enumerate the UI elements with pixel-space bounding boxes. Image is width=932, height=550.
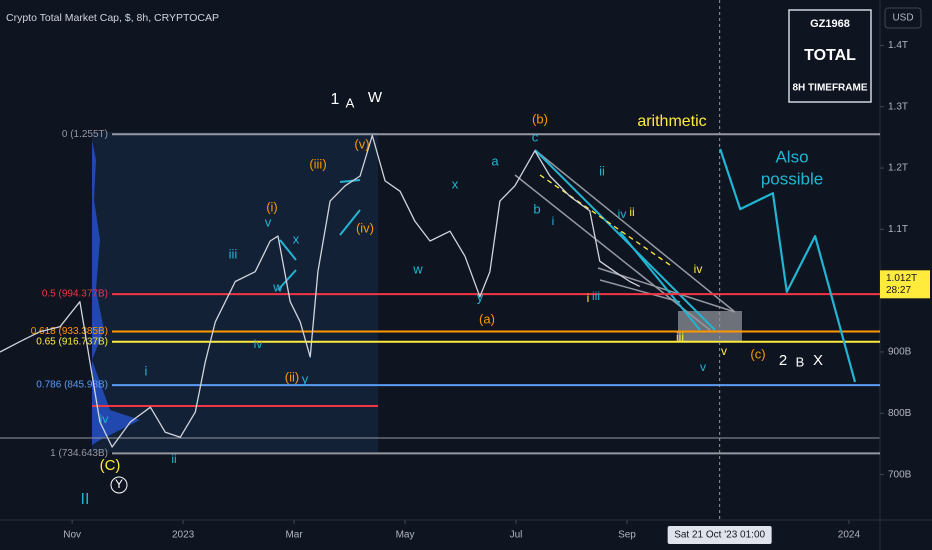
wave-label: (i) bbox=[266, 199, 278, 214]
y-tick-label: 700B bbox=[888, 469, 912, 480]
wave-label: 2 bbox=[779, 352, 787, 369]
wave-label: possible bbox=[761, 169, 823, 188]
wave-label: iv bbox=[694, 262, 703, 276]
wave-label: ii bbox=[599, 163, 605, 178]
x-tick-label: Mar bbox=[285, 530, 303, 541]
volume-profile bbox=[92, 140, 140, 445]
wave-label: (b) bbox=[532, 111, 548, 126]
wave-label: c bbox=[532, 129, 539, 144]
y-tick-label: 1.2T bbox=[888, 163, 908, 174]
wave-label: (ii) bbox=[285, 369, 299, 384]
fib-label: 1 (734.643B) bbox=[50, 448, 108, 459]
wave-label: iv bbox=[254, 337, 263, 351]
currency: USD bbox=[892, 13, 913, 24]
info-text: GZ1968 bbox=[810, 18, 850, 30]
wave-label: v bbox=[700, 360, 706, 374]
wave-label: i bbox=[145, 363, 148, 378]
x-tick-label: Sep bbox=[618, 530, 636, 541]
x-tick-label: 2024 bbox=[838, 530, 861, 541]
cursor-box bbox=[667, 526, 772, 544]
wave-label: (iv) bbox=[356, 220, 374, 235]
y-tick-label: 900B bbox=[888, 347, 912, 358]
wave-label: ii bbox=[629, 205, 634, 219]
wave-label: 1 bbox=[331, 91, 340, 108]
y-tick-label: 800B bbox=[888, 408, 912, 419]
fib-label: 0 (1.255T) bbox=[62, 129, 108, 140]
price-tag-label: 1.012T bbox=[886, 273, 917, 284]
range-shade bbox=[92, 132, 378, 452]
fib-label: 0.65 (916.737B) bbox=[36, 336, 108, 347]
wave-label: Y bbox=[115, 477, 123, 491]
price-line bbox=[0, 134, 640, 448]
fib-label: 0.5 (994.377B) bbox=[42, 289, 108, 300]
currency-button[interactable] bbox=[884, 7, 922, 29]
wave-label: x bbox=[293, 231, 300, 246]
x-tick-label: May bbox=[396, 530, 415, 541]
wave-label: X bbox=[813, 352, 823, 369]
wave-label: b bbox=[533, 201, 540, 216]
wave-label: A bbox=[346, 95, 355, 110]
x-tick-label: Jul bbox=[510, 530, 523, 541]
wave-label: arithmetic bbox=[637, 113, 706, 130]
wave-label: (v) bbox=[354, 136, 369, 151]
info-text: 8H TIMEFRAME bbox=[793, 83, 868, 94]
wave-label: y bbox=[302, 371, 309, 386]
y-tick-label: 1.1T bbox=[888, 224, 908, 235]
info-text: TOTAL bbox=[804, 47, 856, 64]
wave-label: W bbox=[368, 89, 383, 106]
price-tag bbox=[880, 270, 930, 299]
x-tick-label: Nov bbox=[63, 530, 81, 541]
wave-circle bbox=[110, 476, 128, 494]
wave-label: iii bbox=[676, 330, 684, 344]
chart-title: Crypto Total Market Cap, $, 8h, CRYPTOCA… bbox=[6, 12, 219, 24]
wave-label: II bbox=[81, 491, 90, 508]
cursor-label: Sat 21 Oct '23 01:00 bbox=[674, 530, 765, 541]
wave-label: a bbox=[491, 153, 499, 168]
y-tick-label: 1.4T bbox=[888, 40, 908, 51]
wave-label: ii bbox=[171, 452, 176, 466]
x-tick-label: 2023 bbox=[172, 530, 195, 541]
fib-label: 0.786 (845.98B) bbox=[36, 380, 108, 391]
wave-label: v bbox=[721, 344, 727, 358]
wave-label: y bbox=[477, 289, 484, 304]
wave-label: (iii) bbox=[309, 156, 326, 171]
wave-label: Also bbox=[775, 147, 808, 166]
wave-label: B bbox=[796, 354, 805, 369]
wave-label: iii bbox=[229, 246, 238, 261]
wave-label: (C) bbox=[100, 457, 121, 474]
wave-label: iv bbox=[100, 412, 109, 426]
wave-lines bbox=[277, 149, 716, 331]
countdown: 28:27 bbox=[886, 285, 911, 296]
wave-label: w bbox=[272, 279, 283, 294]
info-box bbox=[788, 9, 872, 103]
wave-label: iii bbox=[592, 289, 600, 303]
wave-label: (a) bbox=[479, 311, 495, 326]
wave-label: (c) bbox=[750, 346, 765, 361]
y-tick-label: 1.3T bbox=[888, 101, 908, 112]
wave-label: w bbox=[412, 261, 423, 276]
wave-label: x bbox=[452, 176, 459, 191]
wave-label: iv bbox=[618, 207, 627, 221]
wave-label: i bbox=[552, 214, 555, 228]
fib-label: 0.618 (933.385B) bbox=[31, 326, 108, 337]
projection-line bbox=[719, 148, 857, 383]
wave-label: v bbox=[265, 214, 272, 229]
wave-label: i bbox=[587, 291, 590, 305]
